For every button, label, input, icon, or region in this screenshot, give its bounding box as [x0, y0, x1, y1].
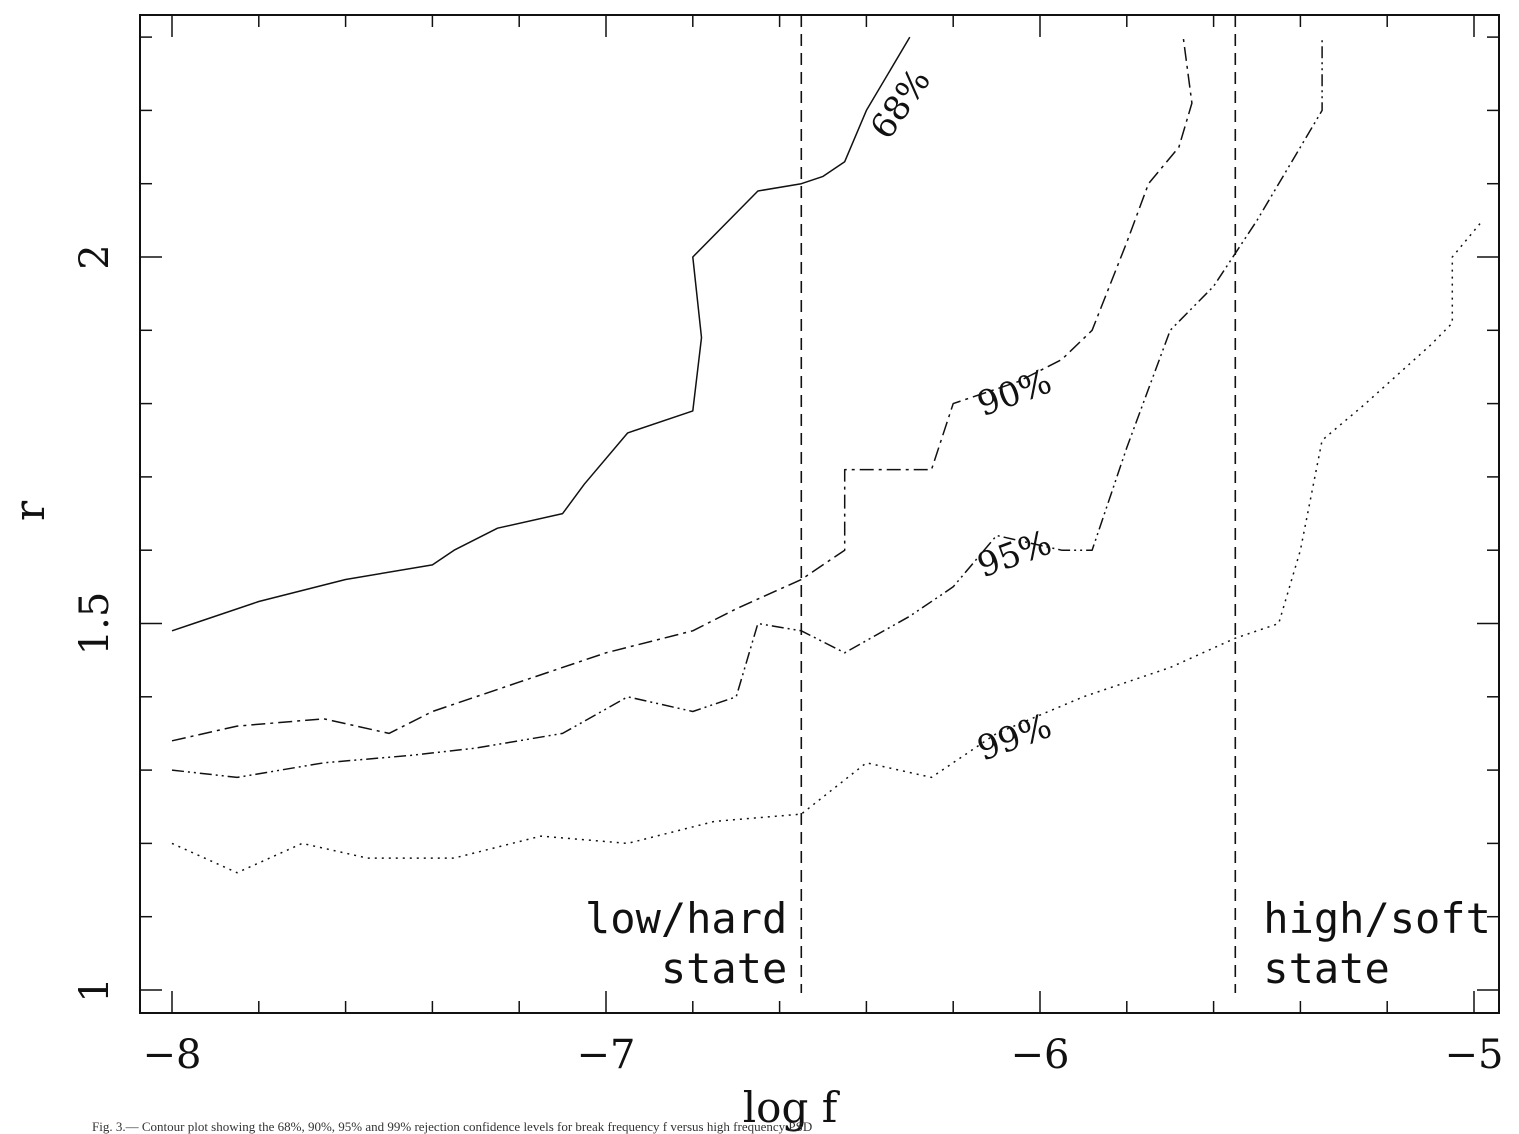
x-axis-title: log f: [743, 1083, 841, 1132]
y-tick-label: 2: [72, 244, 118, 269]
figure-caption: Fig. 3.— Contour plot showing the 68%, 9…: [92, 1119, 812, 1134]
plot-frame: [139, 14, 1500, 1014]
contour-line-95pct: [171, 37, 1323, 779]
state-label-line2: state: [661, 944, 787, 993]
contour-label-68pct: 68%: [863, 62, 939, 147]
confidence-curves: [171, 36, 1484, 874]
y-tick-label: 1.5: [72, 592, 118, 656]
x-tick-label: −5: [1445, 1032, 1504, 1078]
confidence-curve-labels: 68% 90% 95% 99%: [863, 62, 1057, 770]
x-tick-label: −6: [1011, 1032, 1070, 1078]
x-tick-label: −8: [143, 1032, 202, 1078]
contour-label-99pct: 99%: [972, 706, 1057, 769]
y-tick-label: 1: [72, 977, 118, 1002]
state-label-line2: state: [1263, 944, 1389, 993]
contour-line-90pct: [171, 37, 1193, 742]
state-label-line1: high/soft: [1263, 894, 1491, 943]
contour-line-68pct: [171, 36, 911, 632]
state-label-line1: low/hard: [585, 894, 787, 943]
axis-tick-labels: −8 −7 −6 −5 1 1.5 2: [72, 244, 1503, 1078]
x-tick-label: −7: [577, 1032, 636, 1078]
axis-ticks: [140, 15, 1499, 1013]
contour-label-95pct: 95%: [972, 523, 1057, 586]
contour-label-90pct: 90%: [972, 362, 1057, 425]
contour-line-99pct: [171, 219, 1484, 874]
y-axis-title: r: [5, 500, 54, 521]
